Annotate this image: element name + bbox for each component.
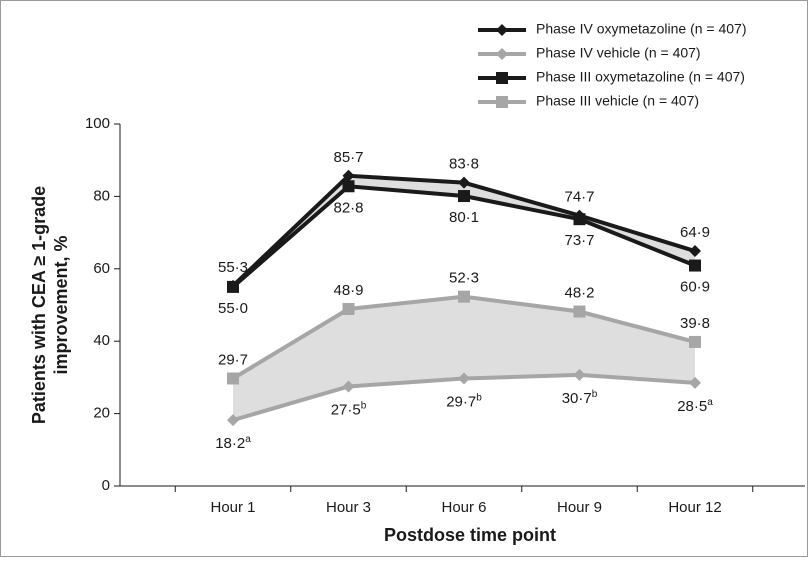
x-tick-label: Hour 9	[557, 499, 602, 516]
data-label: 83·8	[449, 156, 479, 173]
legend-marker	[496, 24, 508, 36]
data-label-note: b	[592, 389, 598, 400]
marker	[458, 176, 470, 189]
marker	[689, 259, 701, 272]
data-label: 60·9	[680, 279, 710, 296]
y-tick-label: 60	[93, 260, 110, 277]
data-label-value: 80·1	[449, 209, 479, 226]
data-label-value: 39·8	[680, 315, 710, 332]
data-label-value: 30·7	[562, 390, 592, 407]
x-tick-label: Hour 6	[441, 499, 486, 516]
marker	[573, 368, 586, 381]
data-label-value: 82·8	[333, 199, 363, 216]
marker	[342, 380, 355, 393]
marker	[458, 290, 470, 303]
marker	[227, 414, 239, 427]
marker	[342, 169, 355, 182]
data-label-value: 27·5	[331, 401, 361, 418]
data-label-value: 18·2	[215, 435, 245, 452]
data-label-value: 83·8	[449, 156, 479, 173]
x-axis-title: Postdose time point	[384, 525, 556, 545]
y-tick-label: 20	[93, 405, 110, 422]
y-tick-label: 100	[85, 115, 110, 132]
data-label-note: b	[476, 392, 482, 403]
data-label-value: 73·7	[564, 232, 594, 249]
data-label-note: a	[245, 434, 251, 445]
marker	[227, 280, 239, 293]
data-label: 30·7b	[562, 389, 598, 407]
x-tick-label: Hour 1	[210, 499, 255, 516]
data-label: 64·9	[680, 224, 710, 241]
data-label: 18·2a	[215, 434, 251, 452]
data-label: 55·0	[218, 300, 248, 317]
legend-label: Phase III oxymetazoline (n = 407)	[536, 69, 745, 85]
marker	[689, 335, 701, 348]
band-fill	[233, 296, 695, 421]
data-label-value: 52·3	[449, 270, 479, 287]
data-label: 39·8	[680, 315, 710, 332]
marker	[573, 213, 586, 226]
data-label-value: 48·2	[564, 284, 594, 301]
data-label: 28·5a	[677, 396, 713, 414]
data-label: 29·7b	[446, 392, 482, 410]
y-axis-title: Patients with CEA ≥ 1-grade improvement,…	[29, 186, 71, 424]
data-label-note: b	[361, 400, 367, 411]
y-tick-label: 0	[102, 477, 110, 494]
data-label: 74·7	[564, 189, 594, 206]
data-label-value: 74·7	[564, 189, 594, 206]
data-label: 48·9	[333, 282, 363, 299]
marker	[342, 302, 355, 315]
data-label: 52·3	[449, 270, 479, 287]
x-tick-label: Hour 12	[668, 499, 721, 516]
legend-marker	[496, 48, 508, 60]
data-label-value: 48·9	[333, 282, 363, 299]
y-axis-title-line: improvement, %	[51, 235, 71, 374]
marker	[458, 190, 470, 203]
legend-marker	[496, 72, 508, 84]
y-tick-label: 40	[93, 332, 110, 349]
x-tick-label: Hour 3	[326, 499, 371, 516]
marker	[342, 180, 355, 193]
marker	[573, 305, 586, 318]
data-label: 48·2	[564, 284, 594, 301]
data-label: 29·7	[218, 351, 248, 368]
marker	[689, 376, 701, 389]
legend-label: Phase III vehicle (n = 407)	[536, 93, 699, 109]
y-axis-title-line: Patients with CEA ≥ 1-grade	[29, 186, 49, 424]
data-label-value: 64·9	[680, 224, 710, 241]
marker	[227, 372, 239, 385]
legend-label: Phase IV vehicle (n = 407)	[536, 45, 701, 61]
legend-marker	[496, 96, 508, 108]
data-label-value: 60·9	[680, 279, 710, 296]
data-label: 82·8	[333, 199, 363, 216]
data-label: 55·3	[218, 259, 248, 276]
data-label-value: 29·7	[446, 393, 476, 410]
data-label-value: 55·0	[218, 300, 248, 317]
data-label: 27·5b	[331, 400, 367, 418]
legend-label: Phase IV oxymetazoline (n = 407)	[536, 21, 747, 37]
marker	[458, 372, 470, 385]
data-label: 85·7	[333, 149, 363, 166]
data-label-value: 55·3	[218, 259, 248, 276]
marker	[689, 245, 701, 258]
data-label: 80·1	[449, 209, 479, 226]
data-label: 73·7	[564, 232, 594, 249]
data-label-value: 29·7	[218, 351, 248, 368]
data-label-value: 28·5	[677, 398, 707, 415]
data-label-note: a	[707, 396, 713, 407]
y-tick-label: 80	[93, 187, 110, 204]
data-label-value: 85·7	[333, 149, 363, 166]
